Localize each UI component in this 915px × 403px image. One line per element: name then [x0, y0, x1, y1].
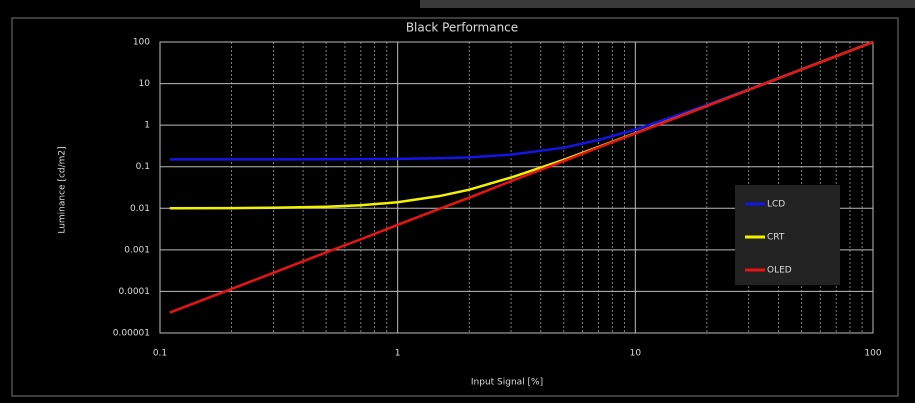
y-tick-label: 100	[133, 38, 150, 48]
y-tick-label: 0.001	[124, 245, 150, 255]
y-axis-label: Luminance [cd/m2]	[58, 146, 68, 233]
x-tick-label: 100	[864, 349, 881, 359]
y-tick-label: 0.0001	[119, 287, 151, 297]
chart-title: Black Performance	[406, 21, 518, 35]
y-tick-label: 10	[139, 79, 151, 89]
y-tick-label: 0.01	[130, 204, 150, 214]
legend-label: LCD	[767, 200, 785, 210]
legend-label: OLED	[767, 266, 792, 276]
photo-strip	[420, 0, 915, 8]
y-tick-label: 0.1	[136, 162, 150, 172]
series-line	[169, 40, 874, 314]
y-tick-label: 0.00001	[113, 329, 150, 339]
x-axis-label: Input Signal [%]	[471, 378, 543, 388]
legend-box	[735, 185, 840, 285]
x-tick-label: 10	[630, 349, 642, 359]
legend-label: CRT	[767, 233, 785, 243]
x-tick-label: 0.1	[153, 349, 167, 359]
y-tick-label: 1	[144, 121, 150, 131]
x-tick-label: 1	[395, 349, 401, 359]
